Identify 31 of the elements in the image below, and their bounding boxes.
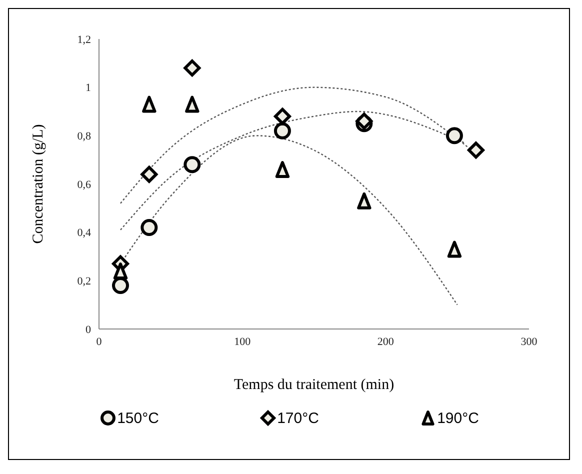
point xyxy=(467,142,484,159)
x-tick-label: 100 xyxy=(234,336,252,348)
y-axis-title: Concentration (g/L) xyxy=(30,124,46,244)
point xyxy=(185,96,200,113)
x-axis-title: Temps du traitement (min) xyxy=(234,377,394,393)
point xyxy=(184,156,201,174)
legend-label: 170°C xyxy=(277,410,319,426)
point xyxy=(112,277,129,294)
y-tick-label: 1 xyxy=(86,82,91,94)
point xyxy=(142,96,156,113)
point xyxy=(113,262,128,280)
point xyxy=(140,166,158,183)
y-tick-label: 0,4 xyxy=(77,227,92,240)
y-tick-label: 0 xyxy=(86,324,92,336)
y-tick-label: 1,2 xyxy=(77,34,91,46)
y-tick-label: 0,2 xyxy=(77,276,91,288)
point xyxy=(274,122,291,140)
point xyxy=(446,127,463,144)
x-tick-label: 300 xyxy=(520,336,538,348)
point xyxy=(357,192,372,210)
point xyxy=(275,161,290,178)
x-tick-label: 0 xyxy=(96,336,102,348)
legend-label: 190°C xyxy=(437,410,479,426)
x-tick-label: 200 xyxy=(377,336,394,348)
legend-label: 150°C xyxy=(117,410,159,426)
point xyxy=(184,60,201,76)
point xyxy=(447,240,462,258)
point xyxy=(140,219,158,236)
y-tick-label: 0,8 xyxy=(77,130,92,143)
point xyxy=(274,108,291,125)
y-tick-label: 0,6 xyxy=(77,178,92,191)
